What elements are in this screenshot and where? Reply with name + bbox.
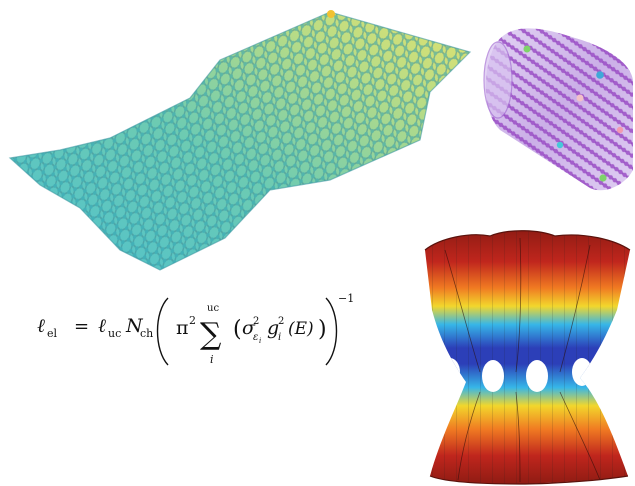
- formula-equals: =: [74, 316, 89, 337]
- formula-outer-exponent: −1: [338, 292, 354, 305]
- graphene-sheet: [8, 10, 472, 271]
- formula-g-subscript: i: [278, 332, 281, 343]
- carbon-nanotube: [483, 28, 633, 191]
- formula-sigma-exponent: 2: [253, 316, 259, 327]
- formula-rhs-subscript: uc: [108, 327, 121, 340]
- formula-pi-exponent: 2: [189, 314, 196, 327]
- formula-rhs-symbol: ℓ: [98, 315, 106, 337]
- formula-sum-lower: i: [210, 353, 214, 366]
- formula-energy-argument: (E): [288, 319, 314, 339]
- formula-outer-left-paren: [156, 297, 169, 366]
- band-structure-surface: [424, 230, 631, 485]
- formula-n-subscript: ch: [140, 327, 153, 340]
- formula-pi: π: [176, 317, 189, 339]
- formula-inner-right-paren: ): [318, 317, 327, 342]
- formula-inner-left-paren: (: [233, 317, 242, 342]
- formula-sum-sign: ∑: [200, 317, 222, 352]
- formula-sum-upper: uc: [207, 303, 219, 314]
- formula-lhs-symbol: ℓ: [37, 315, 45, 337]
- formula-outer-right-paren: [325, 297, 338, 366]
- electron-mean-free-path-formula: ℓ el = ℓ uc N ch π 2 uc ∑ i ( σ 2 ε i g …: [37, 292, 354, 366]
- formula-sigma-subscript: ε: [253, 332, 258, 343]
- formula-sigma-subsubscript: i: [259, 337, 261, 345]
- formula-sigma: σ: [242, 317, 256, 339]
- formula-g-exponent: 2: [278, 316, 284, 327]
- formula-lhs-subscript: el: [47, 327, 58, 340]
- formula-g-symbol: g: [267, 317, 279, 339]
- formula-n-symbol: N: [125, 315, 144, 337]
